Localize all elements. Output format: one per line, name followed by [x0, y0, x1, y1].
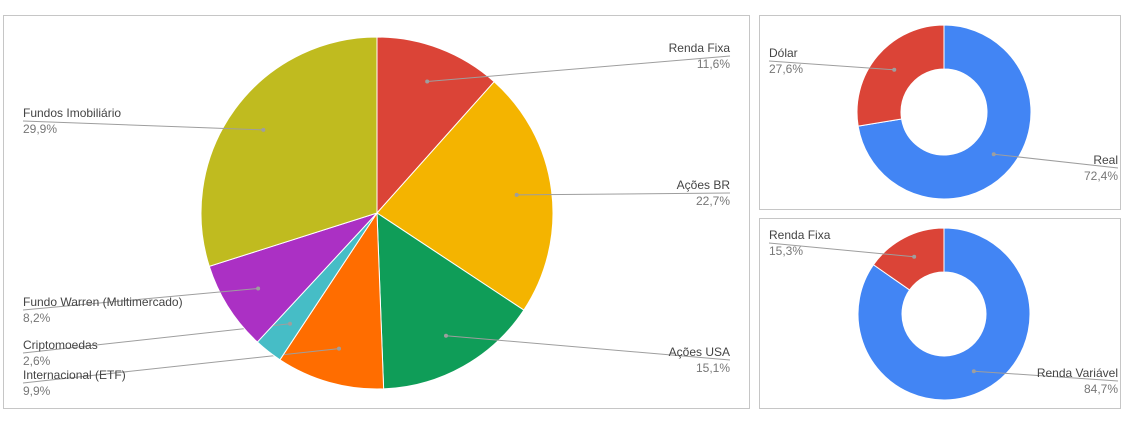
- slice-value-renda-variavel: 84,7%: [1084, 382, 1118, 396]
- slice-label-acoes-usa: Ações USA: [669, 345, 730, 359]
- leader-dot-fundo-warren-multimercado: [256, 286, 261, 291]
- leader-line-fundo-warren-multimercado: [22, 287, 259, 311]
- slice-label-renda-fixa: Renda Fixa: [769, 228, 831, 242]
- slice-fundo-warren-multimercado[interactable]: [208, 211, 379, 343]
- slice-renda-fixa[interactable]: [376, 36, 495, 215]
- slice-label-acoes-br: Ações BR: [677, 178, 731, 192]
- slice-internacional-etf[interactable]: [279, 211, 385, 390]
- leader-line-renda-variavel: [973, 370, 1119, 382]
- leader-dot-criptomoedas: [288, 321, 293, 326]
- slice-label-internacional-etf: Internacional (ETF): [23, 368, 126, 382]
- leader-line-fundos-imobiliario: [22, 120, 264, 131]
- leader-dot-real: [991, 152, 996, 157]
- currency-donut-chart: Real 72,4% Dólar 27,6%: [759, 15, 1121, 210]
- leader-dot-renda-variavel: [971, 369, 976, 374]
- asset-class-donut-svg: Renda Variável 84,7% Renda Fixa 15,3%: [768, 227, 1119, 401]
- slice-value-renda-fixa: 11,6%: [697, 57, 730, 71]
- slice-value-criptomoedas: 2,6%: [23, 354, 51, 368]
- slice-acoes-br[interactable]: [376, 81, 554, 311]
- leader-line-acoes-br: [516, 192, 731, 196]
- slice-label-fundos-imobiliario: Fundos Imobiliário: [23, 106, 121, 120]
- slice-value-acoes-usa: 15,1%: [696, 361, 730, 375]
- leader-dot-dolar: [892, 67, 897, 72]
- slice-real[interactable]: [857, 24, 1032, 200]
- leader-line-renda-fixa: [768, 242, 915, 258]
- slice-value-fundo-warren-multimercado: 8,2%: [23, 311, 51, 325]
- leader-dot-acoes-br: [514, 192, 519, 197]
- leader-dot-acoes-usa: [443, 333, 448, 338]
- slice-value-acoes-br: 22,7%: [696, 194, 730, 208]
- slice-renda-variavel[interactable]: [857, 227, 1031, 401]
- slice-label-dolar: Dólar: [769, 46, 798, 60]
- asset-class-donut-chart: Renda Variável 84,7% Renda Fixa 15,3%: [759, 218, 1121, 409]
- slice-label-renda-fixa: Renda Fixa: [669, 41, 731, 55]
- leader-dot-renda-fixa: [425, 79, 430, 84]
- slice-acoes-usa[interactable]: [376, 212, 525, 390]
- slice-renda-fixa[interactable]: [872, 227, 945, 291]
- leader-line-dolar: [768, 60, 895, 71]
- slice-label-real: Real: [1093, 153, 1118, 167]
- allocation-pie-chart: Renda Fixa 11,6% Ações BR 22,7% Ações USA 15,…: [3, 15, 750, 409]
- slice-value-real: 72,4%: [1084, 169, 1118, 183]
- slice-value-fundos-imobiliario: 29,9%: [23, 122, 57, 136]
- currency-donut-svg: Real 72,4% Dólar 27,6%: [768, 24, 1119, 200]
- slice-dolar[interactable]: [856, 24, 945, 127]
- leader-dot-renda-fixa: [912, 254, 917, 259]
- slice-label-fundo-warren-multimercado: Fundo Warren (Multimercado): [23, 295, 183, 309]
- leader-line-real: [993, 153, 1119, 169]
- leader-line-acoes-usa: [445, 335, 731, 361]
- slice-fundos-imobiliario[interactable]: [200, 36, 378, 267]
- leader-dot-internacional-etf: [336, 346, 341, 351]
- leader-line-renda-fixa: [427, 55, 731, 82]
- slice-label-criptomoedas: Criptomoedas: [23, 338, 98, 352]
- allocation-pie-svg: Renda Fixa 11,6% Ações BR 22,7% Ações USA 15,…: [22, 36, 731, 398]
- slice-value-dolar: 27,6%: [769, 62, 803, 76]
- leader-line-internacional-etf: [22, 348, 340, 384]
- slice-label-renda-variavel: Renda Variável: [1037, 366, 1118, 380]
- slice-value-renda-fixa: 15,3%: [769, 244, 803, 258]
- leader-dot-fundos-imobiliario: [261, 127, 266, 132]
- slice-value-internacional-etf: 9,9%: [23, 384, 51, 398]
